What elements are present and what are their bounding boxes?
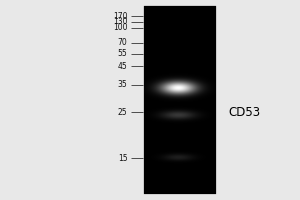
Text: 15: 15 [118, 154, 128, 163]
Text: 55: 55 [118, 49, 128, 58]
Bar [144, 6, 216, 194]
Text: KB: KB [171, 0, 186, 2]
Text: 170: 170 [113, 12, 127, 21]
Text: 130: 130 [113, 17, 127, 26]
Text: CD53: CD53 [228, 106, 260, 119]
Text: 70: 70 [118, 38, 128, 47]
Text: 25: 25 [118, 108, 128, 117]
Text: 45: 45 [118, 62, 128, 71]
Text: 100: 100 [113, 23, 127, 32]
Text: 35: 35 [118, 80, 128, 89]
